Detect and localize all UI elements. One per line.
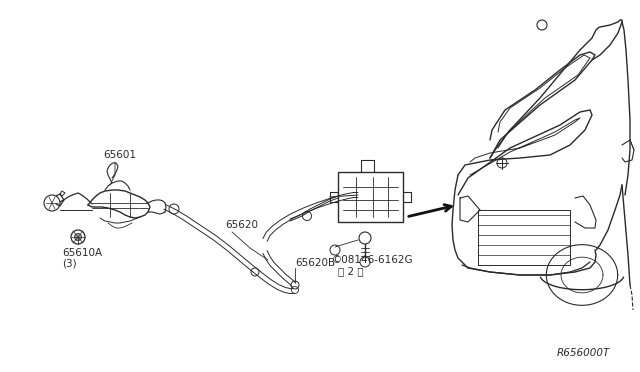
Text: R656000T: R656000T: [557, 348, 610, 358]
Text: 65620B: 65620B: [295, 258, 335, 268]
Text: 65610A: 65610A: [62, 248, 102, 258]
Text: 〈 2 〉: 〈 2 〉: [338, 266, 364, 276]
Text: (3): (3): [62, 258, 77, 268]
Text: 65620: 65620: [225, 220, 258, 230]
Circle shape: [74, 234, 81, 241]
Text: ©08146-6162G: ©08146-6162G: [332, 255, 413, 265]
Text: 65601: 65601: [104, 150, 136, 160]
